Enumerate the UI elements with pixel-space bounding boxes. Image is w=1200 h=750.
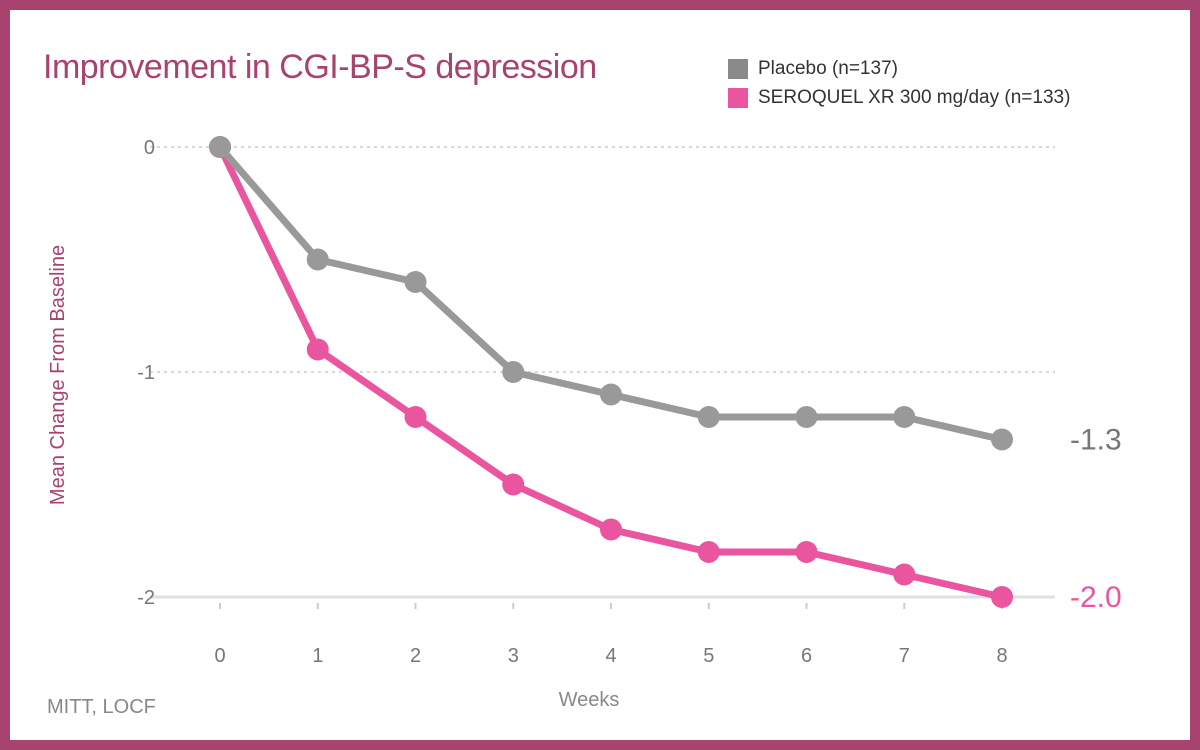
y-tick-label-0: 0 [144,137,155,159]
data-point-seroquel-8 [991,586,1013,608]
legend: Placebo (n=137) SEROQUEL XR 300 mg/day (… [728,54,1070,112]
x-tick-label-3: 3 [508,645,519,667]
data-point-placebo-0 [209,136,231,158]
data-point-seroquel-1 [306,338,329,361]
y-tick-label-2: -2 [137,587,155,609]
data-point-seroquel-6 [795,541,818,563]
footnote: MITT, LOCF [47,696,156,718]
data-point-placebo-7 [893,406,916,428]
data-point-placebo-8 [991,428,1013,451]
data-point-seroquel-3 [502,473,525,496]
data-point-placebo-1 [306,248,329,271]
data-point-seroquel-7 [893,563,916,586]
x-tick-label-2: 2 [410,645,421,667]
legend-swatch-seroquel [728,87,748,108]
x-tick-label-7: 7 [899,645,910,667]
chart-title: Improvement in CGI-BP-S depression [43,48,597,86]
data-point-placebo-2 [404,271,427,293]
data-point-placebo-5 [697,406,720,428]
y-axis-title: Mean Change From Baseline [47,245,69,505]
data-point-seroquel-2 [404,406,427,428]
data-point-seroquel-5 [697,541,720,563]
x-tick-label-4: 4 [605,645,616,667]
x-tick-label-0: 0 [214,645,225,667]
data-point-seroquel-4 [600,518,622,541]
data-point-placebo-4 [600,383,622,406]
end-label-seroquel: -2.0 [1070,581,1122,614]
legend-label-placebo: Placebo (n=137) [758,57,898,79]
x-tick-label-8: 8 [996,645,1007,667]
legend-item-placebo: Placebo (n=137) [728,54,1070,83]
x-axis-title: Weeks [559,689,620,711]
end-label-placebo: -1.3 [1070,424,1122,457]
data-point-placebo-6 [795,406,818,428]
y-tick-label-1: -1 [137,362,155,384]
legend-item-seroquel: SEROQUEL XR 300 mg/day (n=133) [728,83,1070,112]
x-tick-label-1: 1 [312,645,323,667]
x-tick-label-5: 5 [703,645,714,667]
legend-swatch-placebo [728,58,748,79]
x-tick-label-6: 6 [801,645,812,667]
legend-label-seroquel: SEROQUEL XR 300 mg/day (n=133) [758,86,1071,108]
data-point-placebo-3 [502,361,525,383]
